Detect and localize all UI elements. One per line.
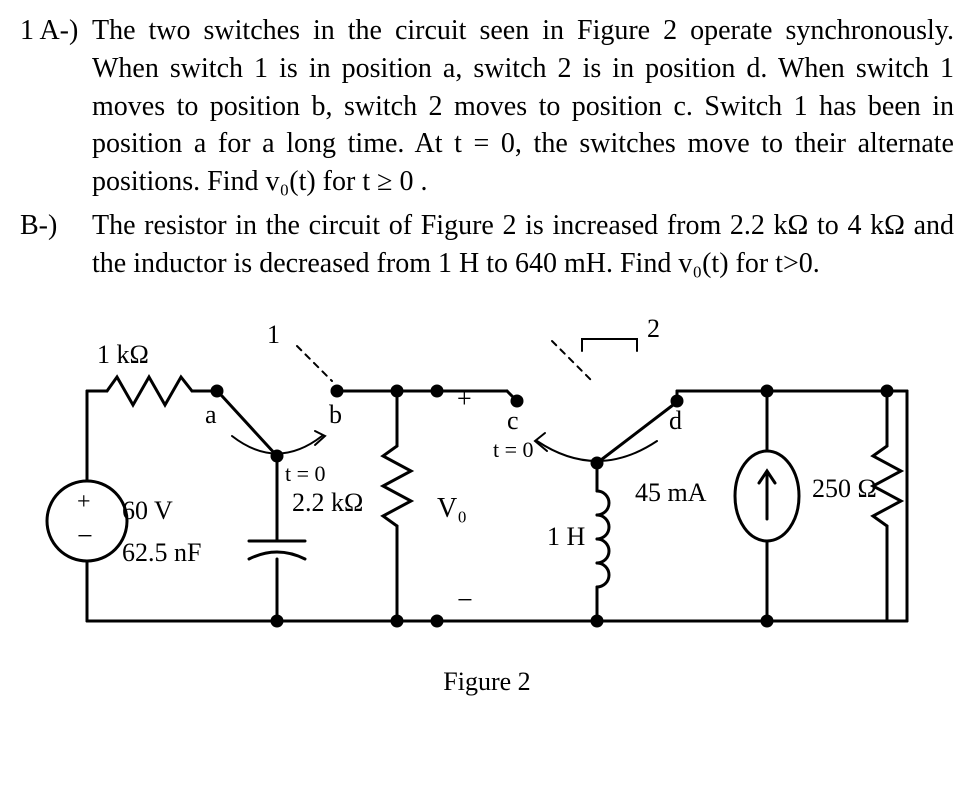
sw1-b: b [329, 400, 342, 429]
sw2-name: 2 [647, 314, 660, 343]
problem-b-text: The resistor in the circuit of Figure 2 … [92, 207, 954, 283]
figure-caption: Figure 2 [37, 667, 937, 697]
v0-plus: + [457, 384, 472, 413]
sw1-name: 1 [267, 320, 280, 349]
cap-label: 62.5 nF [122, 538, 201, 567]
vsrc-plus: + [77, 489, 91, 515]
sw1-t0: t = 0 [285, 461, 326, 486]
circuit-svg: + − 60 V 1 kΩ a b [37, 301, 937, 661]
sw1-a: a [205, 400, 217, 429]
v0-minus: − [457, 585, 473, 616]
ind-label: 1 H [547, 522, 586, 551]
problem-b: B-) The resistor in the circuit of Figur… [20, 207, 954, 283]
figure-2: + − 60 V 1 kΩ a b [37, 301, 937, 697]
r250-label: 250 Ω [812, 474, 877, 503]
problem-a-text: The two switches in the circuit seen in … [92, 12, 954, 201]
sw2-c: c [507, 406, 519, 435]
problem-a: 1 A-) The two switches in the circuit se… [20, 12, 954, 201]
sw2-t0: t = 0 [493, 437, 534, 462]
r1k-label: 1 kΩ [97, 340, 149, 369]
vsrc-value: 60 V [122, 496, 173, 525]
problem-a-label: 1 A-) [20, 12, 92, 50]
vsrc-minus: − [77, 521, 93, 552]
problem-b-label: B-) [20, 207, 92, 245]
r22k-label: 2.2 kΩ [292, 488, 363, 517]
isrc-label: 45 mA [635, 478, 707, 507]
sw2-d: d [669, 406, 682, 435]
v0-label: V₀ [437, 493, 467, 524]
